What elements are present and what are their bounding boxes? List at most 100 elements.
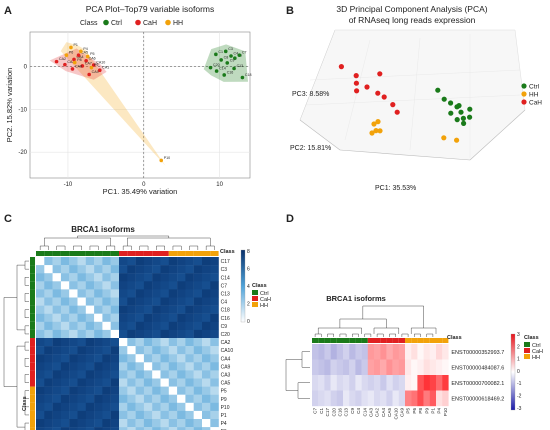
heatmap-c-cell — [193, 378, 203, 387]
heatmap-c-cell — [119, 378, 128, 387]
heatmap-c-cell — [60, 313, 70, 322]
heatmap-c-cell — [69, 410, 78, 420]
legend-hh: HH — [529, 92, 539, 99]
heatmap-c-cell — [168, 297, 178, 306]
heatmap-d-class-bar — [312, 338, 449, 343]
point-ctrl — [240, 75, 245, 80]
heatmap-c-cell — [127, 329, 136, 339]
legend-swatch-ctrl — [524, 342, 530, 347]
point-cah — [72, 57, 76, 62]
heatmap-c-cell — [143, 329, 153, 339]
heatmap-c-cell — [69, 265, 78, 274]
point-cah — [63, 62, 67, 67]
heatmap-c-cell — [102, 305, 111, 314]
point-ctrl — [456, 103, 462, 109]
heatmap-c-cell — [110, 281, 120, 290]
heatmap-c-cell — [152, 378, 161, 387]
heatmap-c-cell — [193, 305, 203, 314]
heatmap-c-cell — [85, 313, 95, 322]
point-cah — [84, 58, 88, 63]
heatmap-c-cell — [160, 370, 169, 379]
heatmap-c-cell — [143, 378, 153, 387]
heatmap-c-cell — [52, 419, 62, 428]
pca-3d-axes-box — [299, 29, 526, 161]
heatmap-d-cell — [386, 390, 393, 407]
column-label: C14 — [362, 408, 367, 417]
heatmap-c-cell — [52, 289, 62, 298]
point-cah — [91, 63, 96, 67]
heatmap-c-cell — [193, 346, 203, 355]
heatmap-d-cell — [367, 359, 375, 376]
row-class-ctrl — [30, 257, 35, 266]
heatmap-c-cell — [202, 265, 211, 274]
heatmap-c-cell — [69, 273, 78, 282]
column-class-cah — [143, 251, 153, 256]
heatmap-c-cell — [60, 427, 70, 430]
heatmap-c-cell — [193, 257, 203, 266]
heatmap-d-title: BRCA1 isoforms — [326, 294, 386, 303]
heatmap-d-cell — [380, 390, 387, 407]
point-label: CA4 — [77, 55, 84, 59]
heatmap-c-cell — [168, 394, 178, 403]
heatmap-c-cell — [177, 305, 186, 314]
heatmap-c-cell — [119, 281, 128, 290]
heatmap-c-cell — [77, 362, 86, 371]
heatmap-d-cell — [436, 375, 443, 391]
heatmap-c-cell — [60, 338, 70, 347]
heatmap-c-cell — [160, 346, 169, 355]
heatmap-c-cell — [168, 265, 178, 274]
row-class-hh — [30, 394, 35, 403]
row-class-ctrl — [30, 281, 35, 290]
heatmap-c-cell — [77, 338, 86, 347]
heatmap-c-cell — [135, 321, 145, 331]
point-cah — [394, 109, 400, 115]
heatmap-c-cell — [52, 338, 62, 347]
dendrogram-branch — [426, 333, 434, 337]
heatmap-c-cell — [135, 329, 145, 339]
heatmap-d-cell — [417, 344, 424, 360]
heatmap-c-legend: Class Ctrl CaH HH — [252, 283, 271, 309]
heatmap-c-cell — [94, 273, 103, 282]
dendrogram-branch — [352, 333, 359, 337]
heatmap-c-cell — [210, 419, 219, 428]
heatmap-c-cell — [185, 362, 194, 371]
y-tick-label: -10 — [18, 107, 27, 113]
heatmap-c-cell — [185, 419, 194, 428]
heatmap-d-cell — [386, 344, 393, 360]
column-class-ctrl — [69, 251, 78, 256]
row-class-ctrl — [30, 329, 35, 338]
heatmap-c-cell — [36, 321, 45, 331]
heatmap-c-cell — [119, 265, 128, 274]
heatmap-c-cell — [202, 305, 211, 314]
heatmap-c-cell — [119, 313, 128, 322]
heatmap-c-cell — [152, 297, 161, 306]
heatmap-c-cell — [85, 427, 95, 430]
row-label: C13 — [221, 292, 230, 298]
heatmap-c-cell — [210, 297, 219, 306]
heatmap-d-cell — [343, 344, 350, 360]
point-ctrl — [467, 114, 473, 120]
heatmap-d-cell — [442, 390, 449, 407]
heatmap-c-cell — [177, 402, 186, 412]
column-label: P10 — [443, 408, 448, 417]
heatmap-c-cell — [94, 257, 103, 266]
heatmap-c-cell — [110, 354, 120, 363]
legend-swatch-ctrl — [521, 83, 527, 89]
column-label: C4 — [356, 408, 361, 414]
heatmap-c-cell — [44, 265, 53, 274]
heatmap-c-cell — [44, 281, 53, 290]
heatmap-c-cell — [152, 402, 161, 412]
heatmap-c-cell — [44, 370, 53, 379]
point-cah — [80, 64, 85, 68]
dendrogram-branch — [39, 245, 49, 250]
point-hh — [454, 137, 460, 143]
heatmap-c-cell — [193, 289, 203, 298]
row-label: P4 — [221, 421, 227, 427]
heatmap-c-cell — [193, 281, 203, 290]
heatmap-d-cell — [423, 390, 430, 407]
point-label: C3 — [228, 47, 233, 51]
pca-3d-axis-line-3 — [299, 119, 341, 151]
column-class-cah — [386, 338, 393, 343]
pca-3d-axis-line-2 — [469, 109, 526, 161]
dendrogram-branch — [24, 358, 29, 367]
